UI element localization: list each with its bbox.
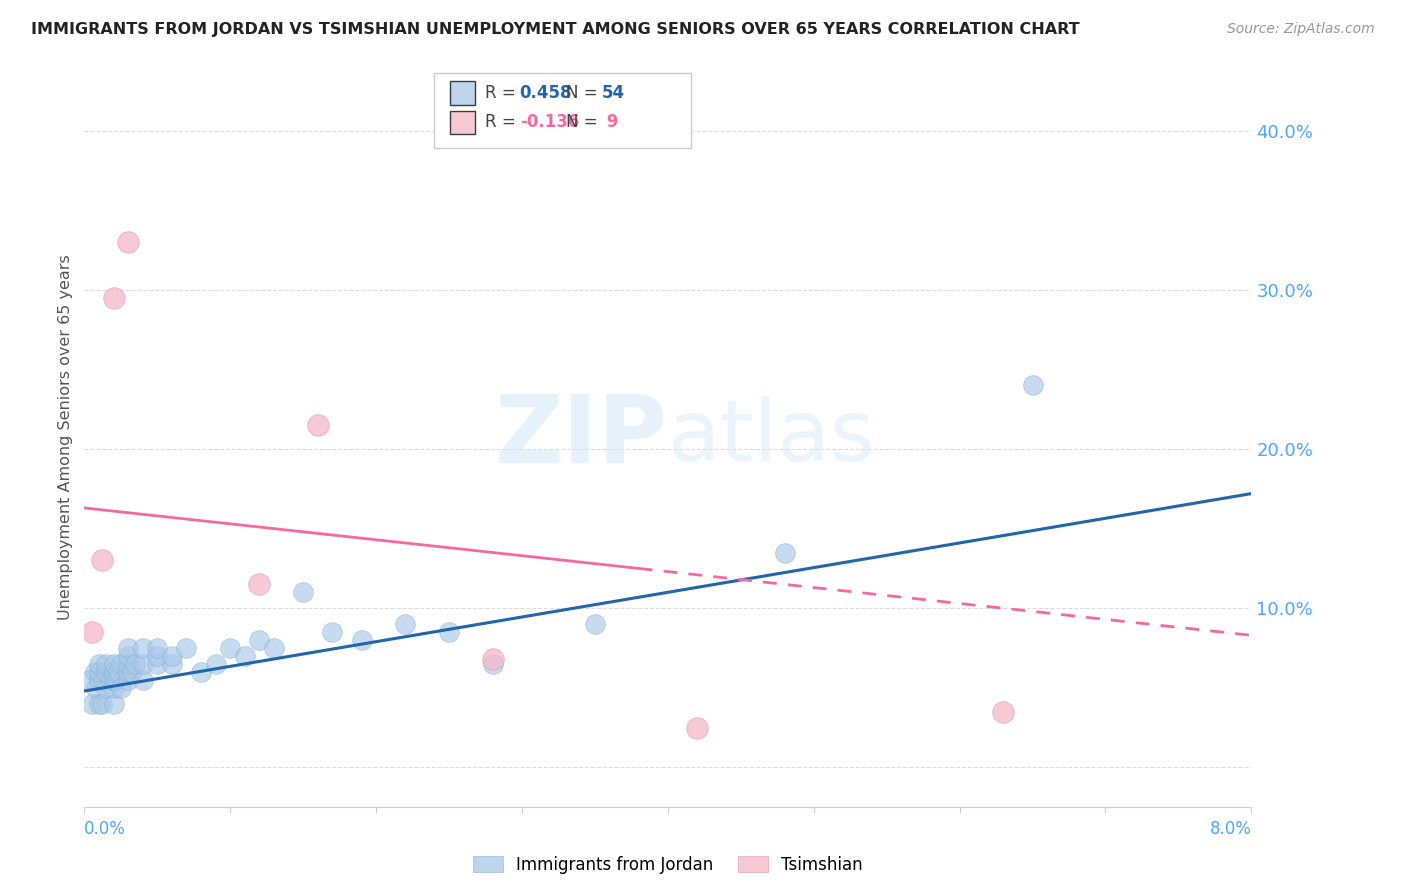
Point (219, 641, 242, 656)
Point (96, 681, 118, 695)
Point (103, 673, 125, 687)
Point (103, 697, 125, 711)
Point (117, 665, 139, 679)
Point (103, 665, 125, 679)
Point (117, 648, 139, 663)
Text: 54: 54 (602, 84, 624, 102)
Text: -0.136: -0.136 (520, 113, 579, 131)
Point (249, 633, 271, 648)
Point (84, 681, 107, 695)
Point (90, 553, 112, 567)
Point (117, 641, 139, 656)
Point (437, 625, 460, 640)
Point (132, 657, 155, 671)
Point (77, 673, 100, 687)
Point (249, 577, 271, 591)
Point (1021, 378, 1043, 392)
Text: 0.0%: 0.0% (84, 820, 127, 838)
Point (80, 625, 103, 640)
Point (146, 657, 169, 671)
Legend: Immigrants from Jordan, Tsimshian: Immigrants from Jordan, Tsimshian (465, 849, 870, 880)
Point (233, 648, 256, 663)
Point (117, 235, 139, 249)
Point (117, 657, 139, 671)
FancyBboxPatch shape (450, 81, 475, 104)
Point (83, 665, 105, 679)
Text: R =: R = (485, 84, 520, 102)
Text: 9: 9 (602, 113, 619, 131)
Text: atlas: atlas (668, 395, 876, 479)
Point (132, 641, 155, 656)
Point (80, 697, 103, 711)
Text: IMMIGRANTS FROM JORDAN VS TSIMSHIAN UNEMPLOYMENT AMONG SENIORS OVER 65 YEARS COR: IMMIGRANTS FROM JORDAN VS TSIMSHIAN UNEM… (31, 22, 1080, 37)
Point (482, 657, 505, 671)
Point (105, 673, 128, 687)
Text: N =: N = (567, 113, 603, 131)
Point (103, 681, 125, 695)
Point (103, 291, 125, 305)
Point (117, 673, 139, 687)
Point (307, 418, 329, 433)
Point (146, 641, 169, 656)
Point (394, 617, 416, 632)
Point (160, 648, 183, 663)
Point (350, 633, 373, 648)
Point (124, 657, 146, 671)
Point (96, 665, 118, 679)
Point (87, 665, 110, 679)
Point (132, 673, 155, 687)
Point (87, 673, 110, 687)
Point (190, 665, 212, 679)
FancyBboxPatch shape (434, 73, 692, 148)
Text: ZIP: ZIP (495, 391, 668, 483)
Point (176, 641, 198, 656)
Point (146, 648, 169, 663)
Text: Source: ZipAtlas.com: Source: ZipAtlas.com (1227, 22, 1375, 37)
Point (482, 652, 505, 666)
Point (90, 697, 112, 711)
Point (87, 657, 110, 671)
Text: N =: N = (567, 84, 603, 102)
Point (773, 545, 796, 559)
Point (110, 657, 132, 671)
Point (110, 681, 132, 695)
Text: 0.458: 0.458 (520, 84, 572, 102)
Point (263, 641, 285, 656)
Text: 8.0%: 8.0% (1209, 820, 1251, 838)
FancyBboxPatch shape (450, 111, 475, 135)
Point (583, 617, 606, 632)
Point (103, 657, 125, 671)
Point (686, 721, 709, 735)
Point (121, 665, 143, 679)
Point (87, 697, 110, 711)
Point (160, 657, 183, 671)
Point (292, 585, 315, 599)
Point (100, 673, 122, 687)
Text: R =: R = (485, 113, 520, 131)
Y-axis label: Unemployment Among Seniors over 65 years: Unemployment Among Seniors over 65 years (58, 254, 73, 620)
Point (204, 657, 226, 671)
Point (96, 657, 118, 671)
Point (993, 705, 1015, 719)
Point (91, 673, 114, 687)
Point (321, 625, 343, 640)
Point (107, 665, 129, 679)
